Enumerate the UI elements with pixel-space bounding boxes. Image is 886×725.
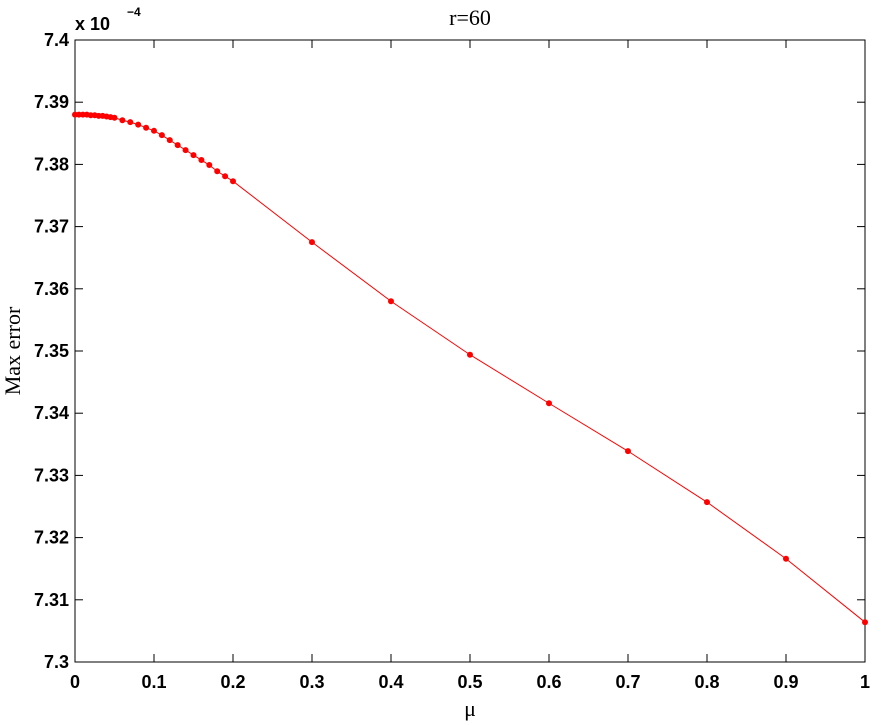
x-tick-label: 0.9 xyxy=(773,672,798,692)
y-tick-label: 7.3 xyxy=(44,652,69,672)
y-tick-label: 7.32 xyxy=(34,528,69,548)
data-point xyxy=(783,555,789,562)
x-tick-label: 1 xyxy=(860,672,870,692)
x-tick-label: 0.5 xyxy=(457,672,482,692)
x-tick-label: 0 xyxy=(70,672,80,692)
x-tick-label: 0.3 xyxy=(299,672,324,692)
y-axis-label: Max error xyxy=(0,306,25,395)
y-tick-label: 7.38 xyxy=(34,154,69,174)
data-point xyxy=(166,137,173,144)
data-point xyxy=(388,298,394,305)
data-point xyxy=(151,127,157,134)
data-point xyxy=(198,157,205,164)
chart-title: r=60 xyxy=(449,5,491,30)
y-tick-label: 7.4 xyxy=(44,30,69,50)
data-point xyxy=(174,142,181,149)
data-point xyxy=(158,132,165,139)
data-point xyxy=(309,239,315,246)
y-tick-label: 7.35 xyxy=(34,341,69,361)
x-tick-label: 0.6 xyxy=(536,672,561,692)
plot-frame xyxy=(74,39,866,663)
data-point xyxy=(135,121,142,128)
data-point xyxy=(111,114,118,121)
data-point xyxy=(546,400,552,407)
y-tick-label: 7.37 xyxy=(34,217,69,237)
y-multiplier-exponent: −4 xyxy=(127,5,141,19)
x-tick-label: 0.8 xyxy=(694,672,719,692)
data-point xyxy=(127,119,134,126)
data-point xyxy=(222,173,229,180)
x-axis-label: μ xyxy=(464,696,476,721)
data-point xyxy=(625,448,631,455)
data-point xyxy=(467,351,473,358)
data-point xyxy=(182,147,189,154)
y-tick-label: 7.31 xyxy=(34,590,69,610)
data-point xyxy=(862,619,868,626)
y-tick-label: 7.36 xyxy=(34,279,69,299)
data-point xyxy=(190,152,197,159)
x-tick-label: 0.4 xyxy=(378,672,403,692)
data-point xyxy=(119,117,126,124)
data-point xyxy=(206,162,213,169)
data-point xyxy=(230,178,236,185)
y-tick-label: 7.33 xyxy=(34,465,69,485)
y-tick-label: 7.39 xyxy=(34,92,69,112)
x-tick-label: 0.2 xyxy=(220,672,245,692)
data-point xyxy=(704,499,710,506)
data-point xyxy=(143,124,150,131)
y-tick-label: 7.34 xyxy=(34,403,69,423)
x-tick-label: 0.1 xyxy=(141,672,166,692)
y-multiplier: x 10 xyxy=(75,14,110,34)
x-tick-label: 0.7 xyxy=(615,672,640,692)
data-point xyxy=(214,168,221,175)
